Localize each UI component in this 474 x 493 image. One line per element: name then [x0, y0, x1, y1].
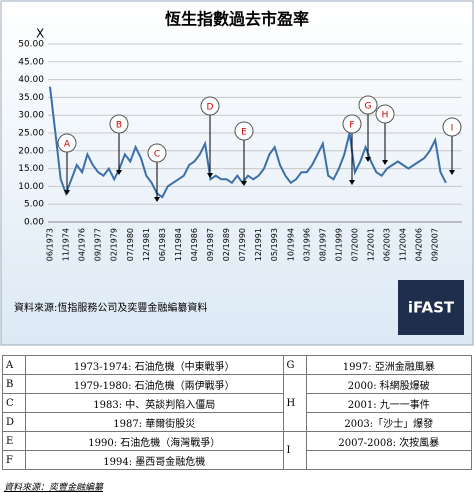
annotation-label: C: [154, 150, 160, 160]
x-tick-label: 11/2004: [399, 228, 408, 261]
annotation-label: D: [207, 103, 214, 113]
arrow-head: [349, 180, 355, 185]
annotation-label: A: [64, 140, 71, 150]
arrow-head: [449, 170, 455, 175]
annotation-circle: [342, 114, 362, 134]
cell: 2000: 科網股爆破: [305, 374, 473, 394]
cell: 1973-1974: 石油危機（中東戰爭）: [25, 355, 284, 375]
cell: C: [2, 393, 26, 413]
x-tick-label: 07/1990: [238, 228, 247, 261]
x-tick-label: 06/1983: [158, 228, 167, 261]
cell: 2007-2008: 次按風暴: [305, 431, 473, 451]
y-tick-label: 30.00: [18, 111, 44, 121]
cell: I: [282, 431, 307, 470]
annotation-label: I: [451, 124, 454, 134]
x-tick-label: 09/1987: [206, 228, 215, 261]
annotation-label: B: [116, 121, 122, 131]
x-tick-label: 03/1996: [302, 228, 311, 261]
arrow-head: [116, 170, 122, 175]
y-label: X: [36, 27, 44, 41]
annotation-circle: [200, 96, 220, 116]
x-tick-label: 12/1981: [142, 228, 151, 261]
x-tick-label: 12/1991: [254, 228, 263, 261]
arrow-head: [154, 197, 160, 202]
arrow-head: [382, 160, 388, 165]
logo: iFAST: [408, 299, 455, 317]
pe-line: [49, 86, 447, 199]
x-tick-label: 07/1980: [126, 228, 135, 261]
cell: 1987: 華爾街股災: [25, 412, 284, 432]
x-tick-label: 04/1976: [78, 228, 87, 261]
annotation-label: G: [365, 102, 372, 112]
arrow-head: [64, 190, 70, 195]
annotation-circle: [234, 121, 254, 141]
annotation-circle: [358, 95, 378, 115]
cell: [305, 450, 473, 470]
annotation-circle: [375, 104, 395, 124]
event-table: A 1973-1974: 石油危機（中東戰爭） G 1997: 亞洲金融風暴 B 197…: [2, 355, 473, 470]
x-tick-label: 01/1999: [334, 228, 343, 261]
logo-box: [398, 280, 464, 335]
x-tick-label: 05/1993: [270, 228, 279, 261]
cell: 1990: 石油危機（海灣戰爭）: [25, 431, 284, 451]
x-tick-label: 06/2003: [383, 228, 392, 261]
y-tick-label: 40.00: [18, 75, 44, 85]
cell: E: [2, 431, 26, 451]
x-tick-label: 11/1984: [174, 228, 183, 261]
cell: B: [2, 374, 26, 394]
x-tick-label: 12/2001: [367, 228, 376, 261]
y-tick-label: 45.00: [18, 57, 44, 67]
annotation-circle: [109, 114, 129, 134]
cell: H: [282, 374, 307, 432]
x-tick-label: 02/1989: [222, 228, 231, 261]
annotation-circle: [57, 133, 77, 153]
x-tick-label: 11/1974: [62, 228, 71, 261]
x-tick-label: 07/2000: [350, 228, 359, 261]
annotation-label: H: [382, 111, 389, 121]
source: 資料來源:恆指服務公司及奕豐金融編纂資料: [14, 301, 207, 314]
y-tick-label: 35.00: [18, 93, 44, 103]
y-tick-label: 25.00: [18, 129, 44, 139]
annotation-circle: [442, 117, 462, 137]
cell: F: [2, 450, 26, 470]
x-tick-label: 10/1994: [286, 228, 295, 261]
cell: A: [2, 355, 26, 375]
y-tick-label: 10.00: [18, 182, 44, 192]
y-tick-label: 5.00: [24, 200, 44, 210]
arrow-head: [241, 181, 247, 186]
x-tick-label: 02/1979: [110, 228, 119, 261]
x-tick-label: 09/2007: [431, 228, 440, 261]
cell: 2003:「沙士」爆發: [305, 412, 473, 432]
chart: 恆生指數過去市盈率 X 資料來源:恆指服務公司及奕豐金融編纂資料 iFAST 0…: [0, 0, 474, 346]
annotation-label: E: [241, 128, 247, 138]
annotation-circle: [147, 143, 167, 163]
cell: 1994: 墨西哥金融危機: [25, 450, 284, 470]
cell: 2001: 九一一事件: [305, 393, 473, 413]
arrow-head: [365, 157, 371, 162]
y-tick-label: 15.00: [18, 164, 44, 174]
footer: 資料來源：奕豐金融編纂: [4, 483, 104, 493]
annotation-label: F: [349, 121, 354, 131]
x-tick-label: 04/1986: [190, 228, 199, 261]
x-tick-label: 04/2006: [415, 228, 424, 261]
cell: 1983: 中、英談判陷入僵局: [25, 393, 284, 413]
y-tick-label: 0.00: [24, 218, 44, 228]
cell: D: [2, 412, 26, 432]
chart-title: 恆生指數過去市盈率: [164, 10, 309, 29]
arrow-head: [207, 173, 213, 178]
cell: 1997: 亞洲金融風暴: [305, 355, 473, 375]
panel: [0, 0, 474, 346]
y-tick-label: 20.00: [18, 146, 44, 156]
x-tick-label: 08/1997: [318, 228, 327, 261]
cell: 1979-1980: 石油危機（兩伊戰爭）: [25, 374, 284, 394]
cell: G: [282, 355, 307, 375]
x-tick-label: 09/1977: [94, 228, 103, 261]
x-tick-label: 06/1973: [46, 228, 55, 261]
y-tick-label: 50.00: [18, 40, 44, 50]
